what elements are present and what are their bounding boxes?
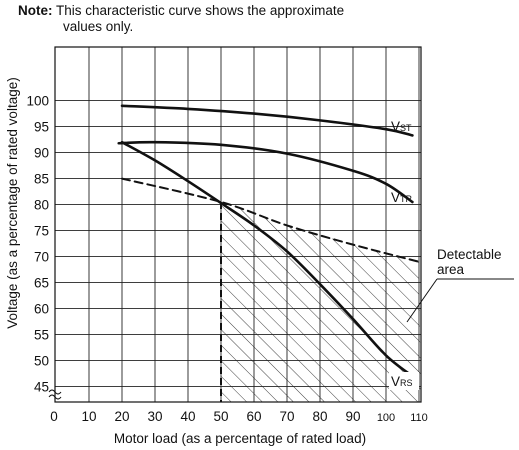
- x-tick-50: 50: [213, 409, 228, 424]
- series-label-sub: ST: [400, 123, 412, 133]
- x-tick-10: 10: [81, 409, 96, 424]
- series-label-rs: VRS: [391, 374, 413, 389]
- series-label-bg-rs: [389, 372, 419, 390]
- tick-labels-layer: 0 10 20 30 40 50 60 70 80 90 100 110 45 50 55 60 65 70 75 8…: [26, 94, 427, 424]
- series-label-sub: RS: [400, 378, 413, 388]
- y-tick-50: 50: [34, 354, 49, 369]
- y-tick-65: 65: [34, 276, 49, 291]
- series-label-st: VST: [391, 119, 412, 134]
- series-st: [120, 104, 414, 137]
- series-label-tr: VTR: [391, 190, 413, 205]
- axes-layer: [48, 46, 422, 403]
- series-label-main: V: [391, 374, 400, 389]
- y-tick-75: 75: [34, 224, 49, 239]
- y-tick-70: 70: [34, 250, 49, 265]
- annotation-leader: [406, 278, 514, 323]
- x-tick-40: 40: [180, 409, 195, 424]
- note-text-line1: This characteristic curve shows the appr…: [56, 3, 345, 18]
- series-label-main: V: [391, 119, 400, 134]
- series-label-main: V: [391, 190, 400, 205]
- x-tick-20: 20: [114, 409, 129, 424]
- y-axis-label: Voltage (as a percentage of rated voltag…: [5, 77, 20, 328]
- x-tick-80: 80: [312, 409, 327, 424]
- y-tick-100: 100: [26, 94, 49, 109]
- x-tick-60: 60: [246, 409, 261, 424]
- series-rs: [120, 140, 414, 378]
- series-dashed-limit: [121, 177, 420, 263]
- x-tick-90: 90: [345, 409, 360, 424]
- y-tick-85: 85: [34, 172, 49, 187]
- note-text-line2: values only.: [63, 19, 134, 34]
- chart-note: Note: This characteristic curve shows th…: [18, 3, 348, 35]
- y-tick-60: 60: [34, 302, 49, 317]
- x-tick-0: 0: [50, 409, 58, 424]
- detectable-area-layer: [221, 202, 421, 402]
- x-tick-100: 100: [377, 412, 395, 424]
- series-layer: [117, 104, 420, 402]
- detectable-area: [221, 202, 421, 402]
- y-tick-95: 95: [34, 120, 49, 135]
- note-label: Note:: [18, 3, 53, 18]
- x-tick-70: 70: [279, 409, 294, 424]
- annotation-line2: area: [437, 262, 465, 277]
- y-tick-45: 45: [34, 380, 49, 395]
- annotation-line1: Detectable: [437, 247, 502, 262]
- y-tick-55: 55: [34, 328, 49, 343]
- axis-break-upper: [48, 389, 62, 395]
- series-tr: [117, 140, 414, 204]
- x-tick-110: 110: [410, 412, 428, 424]
- y-tick-90: 90: [34, 146, 49, 161]
- plot-frame: [54, 46, 422, 403]
- y-tick-80: 80: [34, 198, 49, 213]
- x-axis-label: Motor load (as a percentage of rated loa…: [114, 431, 366, 446]
- x-tick-30: 30: [147, 409, 162, 424]
- axis-break-lower: [48, 394, 62, 400]
- series-label-sub: TR: [400, 194, 412, 204]
